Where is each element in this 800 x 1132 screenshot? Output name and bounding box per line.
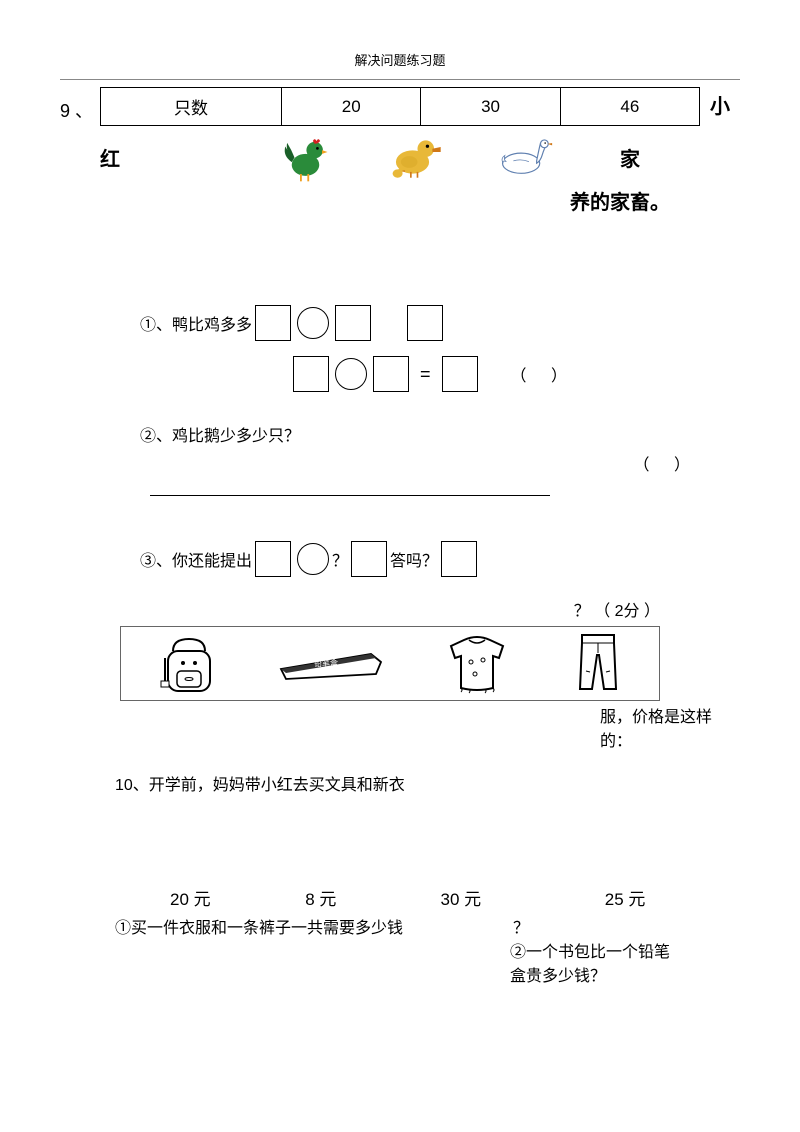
q9-number: 9 、 [60, 97, 95, 123]
blank-circle[interactable] [297, 543, 329, 575]
page-header: 解决问题练习题 [60, 50, 740, 69]
livestock-text: 养的家畜。 [60, 186, 670, 215]
q3-qmark: ？ [332, 547, 348, 571]
animals-row: 红 [100, 128, 740, 186]
goose-icon [470, 128, 580, 186]
pants-icon [568, 631, 628, 697]
prices-row: 20 元 8 元 30 元 25 元 [170, 885, 740, 910]
price-item: 25 元 [605, 885, 740, 910]
q2-label: ②、鸡比鹅少多少只？ [140, 428, 300, 445]
items-illustration-box: 铅笔盒 [120, 626, 660, 701]
table-cell: 20 [282, 88, 421, 126]
equals-sign: = [420, 364, 431, 385]
blank-square[interactable] [335, 305, 371, 341]
sub-q1-row1: ①、鸭比鸡多多 [140, 305, 740, 341]
q1-label: ①、鸭比鸡多多 [140, 311, 252, 335]
question-9-table-area: 9 、 只数 20 30 46 小 [60, 82, 740, 126]
table-header-cell: 只数 [101, 88, 282, 126]
price-description: 服，价格是这样的： [120, 703, 740, 751]
q3-label-a: ③、你还能提出 [140, 547, 252, 571]
q10-text: 10、开学前，妈妈带小红去买文具和新衣 [115, 771, 740, 795]
q3-label-c: 答吗？ [390, 547, 438, 571]
pencilcase-icon: 铅笔盒 [276, 644, 386, 684]
q10-sub2: ②一个书包比一个铅笔盒贵多少钱？ [510, 938, 680, 986]
sub-q1-row2: = （ ） [290, 356, 740, 392]
score-note: ？ （ 2分 ） [60, 597, 660, 621]
svg-text:铅笔盒: 铅笔盒 [314, 658, 338, 668]
table-row: 只数 20 30 46 [101, 88, 700, 126]
blank-square[interactable] [442, 356, 478, 392]
blank-square[interactable] [441, 541, 477, 577]
side-text-xiao: 小 [710, 92, 740, 122]
side-text-hong: 红 [100, 143, 135, 172]
paren-blank[interactable]: （ ） [511, 362, 577, 386]
price-item: 8 元 [305, 885, 440, 910]
blank-square[interactable] [255, 541, 291, 577]
animal-count-table: 只数 20 30 46 [100, 87, 700, 126]
desc-suffix: 服，价格是这样的： [600, 703, 740, 751]
blank-square[interactable] [293, 356, 329, 392]
sub-q2: ②、鸡比鹅少多少只？ （ ） [140, 422, 740, 501]
table-cell: 46 [560, 88, 699, 126]
blank-square[interactable] [255, 305, 291, 341]
blank-circle[interactable] [297, 307, 329, 339]
sub-q3: ③、你还能提出 ？ 答吗？ [140, 541, 740, 577]
table-cell: 30 [421, 88, 560, 126]
paren-blank[interactable]: （ ） [634, 457, 700, 474]
backpack-icon [153, 633, 223, 695]
price-item: 20 元 [170, 885, 305, 910]
rooster-icon [250, 128, 360, 186]
sub-questions: ①、鸭比鸡多多 = （ ） ②、鸡比鹅少多少只？ （ ） ③、你还能提出 ？ 答… [140, 305, 740, 577]
blank-square[interactable] [407, 305, 443, 341]
side-text-jia: 家 [620, 143, 640, 172]
q10-sub1-text: ①买一件衣服和一条裤子一共需要多少钱 [115, 914, 403, 938]
q10-sub1-qmark: ？ [513, 914, 529, 938]
blank-square[interactable] [351, 541, 387, 577]
q10-sub1: ①买一件衣服和一条裤子一共需要多少钱 ？ [115, 914, 740, 938]
shirt-icon [439, 632, 515, 696]
top-rule [60, 79, 740, 80]
answer-line[interactable] [150, 495, 550, 496]
blank-circle[interactable] [335, 358, 367, 390]
blank-square[interactable] [373, 356, 409, 392]
duck-icon [360, 128, 470, 186]
price-item: 30 元 [441, 885, 605, 910]
